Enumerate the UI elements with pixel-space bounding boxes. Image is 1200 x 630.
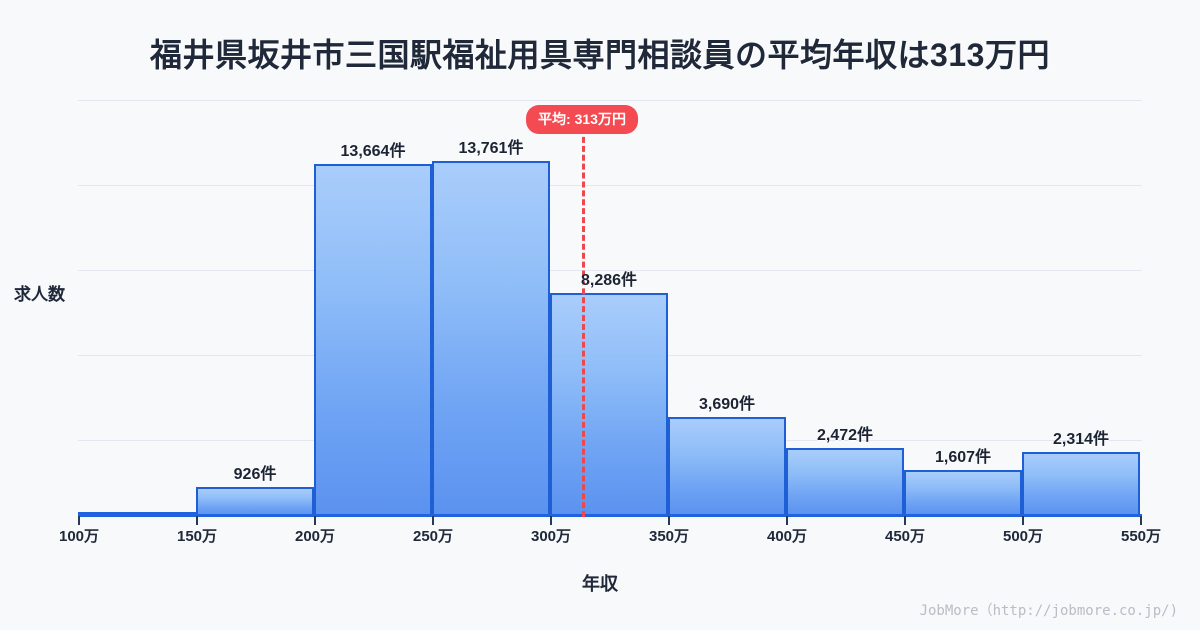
x-axis-tick-label: 550万 (1120, 528, 1162, 545)
x-axis-tick (786, 516, 788, 525)
histogram-bar (550, 293, 668, 515)
bar-value-label: 926件 (233, 466, 277, 483)
x-axis-tick-label: 100万 (58, 528, 100, 545)
histogram-bar (1022, 452, 1140, 515)
bar-value-label: 8,286件 (580, 272, 638, 289)
x-axis-tick-label: 200万 (294, 528, 336, 545)
x-axis-tick (904, 516, 906, 525)
histogram-bar (432, 161, 550, 515)
y-axis-title: 求人数 (14, 285, 65, 304)
bar-value-label: 3,690件 (698, 396, 756, 413)
x-axis-tick-label: 250万 (412, 528, 454, 545)
histogram-bar (78, 512, 196, 515)
watermark-attribution: JobMore（http://jobmore.co.jp/) (919, 603, 1178, 619)
bar-value-label: 2,314件 (1052, 431, 1110, 448)
gridline (78, 100, 1142, 101)
histogram-bar (786, 448, 904, 515)
gridline (78, 270, 1142, 271)
x-axis-tick-label: 500万 (1002, 528, 1044, 545)
histogram-bar (668, 417, 786, 515)
histogram-bar (904, 470, 1022, 515)
histogram-bar (314, 164, 432, 515)
x-axis-tick-label: 450万 (884, 528, 926, 545)
x-axis-tick (78, 516, 80, 525)
bar-value-label: 13,664件 (340, 143, 406, 160)
histogram-bar (196, 487, 314, 515)
x-axis-tick (432, 516, 434, 525)
bar-value-label: 2,472件 (816, 427, 874, 444)
x-axis-tick-label: 400万 (766, 528, 808, 545)
x-axis-tick (1022, 516, 1024, 525)
bar-value-label: 13,761件 (458, 140, 524, 157)
x-axis-title: 年収 (582, 574, 618, 594)
x-axis-tick-label: 150万 (176, 528, 218, 545)
x-axis-tick-label: 300万 (530, 528, 572, 545)
x-axis-tick (550, 516, 552, 525)
x-axis-tick-label: 350万 (648, 528, 690, 545)
x-axis-tick (668, 516, 670, 525)
plot-area (78, 95, 1142, 517)
x-axis-baseline (78, 514, 1142, 517)
bar-value-label: 1,607件 (934, 449, 992, 466)
x-axis-tick (1140, 516, 1142, 525)
x-axis-tick (314, 516, 316, 525)
average-badge: 平均: 313万円 (526, 105, 638, 134)
gridline (78, 185, 1142, 186)
page-title: 福井県坂井市三国駅福祉用具専門相談員の平均年収は313万円 (150, 37, 1050, 73)
x-axis-tick (196, 516, 198, 525)
average-line (582, 128, 585, 517)
